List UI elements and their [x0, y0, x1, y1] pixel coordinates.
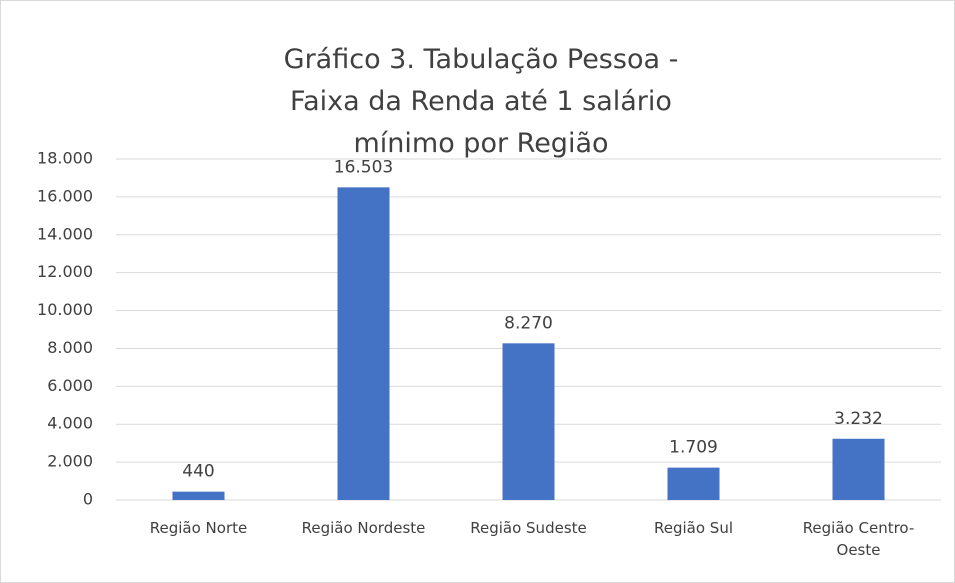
y-tick-label: 6.000 — [47, 376, 93, 395]
x-tick-label: Região Nordeste — [301, 519, 426, 537]
x-tick-label: Região Sul — [654, 519, 733, 537]
y-tick-label: 18.000 — [37, 149, 93, 168]
y-tick-label: 0 — [83, 490, 93, 509]
x-tick-label: Região Sudeste — [470, 519, 587, 537]
data-label: 1.709 — [669, 438, 718, 458]
data-label: 440 — [182, 462, 214, 482]
y-tick-label: 14.000 — [37, 224, 93, 243]
y-tick-label: 8.000 — [47, 338, 93, 357]
y-tick-label: 12.000 — [37, 262, 93, 281]
y-tick-label: 16.000 — [37, 186, 93, 205]
data-label: 16.503 — [334, 157, 393, 177]
bar — [337, 187, 390, 500]
x-tick-label: Região Norte — [149, 519, 248, 537]
y-tick-label: 10.000 — [37, 300, 93, 319]
bar — [172, 491, 225, 500]
x-tick-label: Região Centro-Oeste — [802, 519, 915, 559]
y-tick-label: 4.000 — [47, 414, 93, 433]
chart-title: Gráfico 3. Tabulação Pessoa - Faixa da R… — [283, 44, 679, 159]
data-label: 8.270 — [504, 313, 553, 333]
bar — [502, 343, 555, 500]
data-label: 3.232 — [834, 409, 883, 429]
bar — [832, 438, 885, 500]
bar — [667, 467, 720, 500]
y-tick-label: 2.000 — [47, 452, 93, 471]
